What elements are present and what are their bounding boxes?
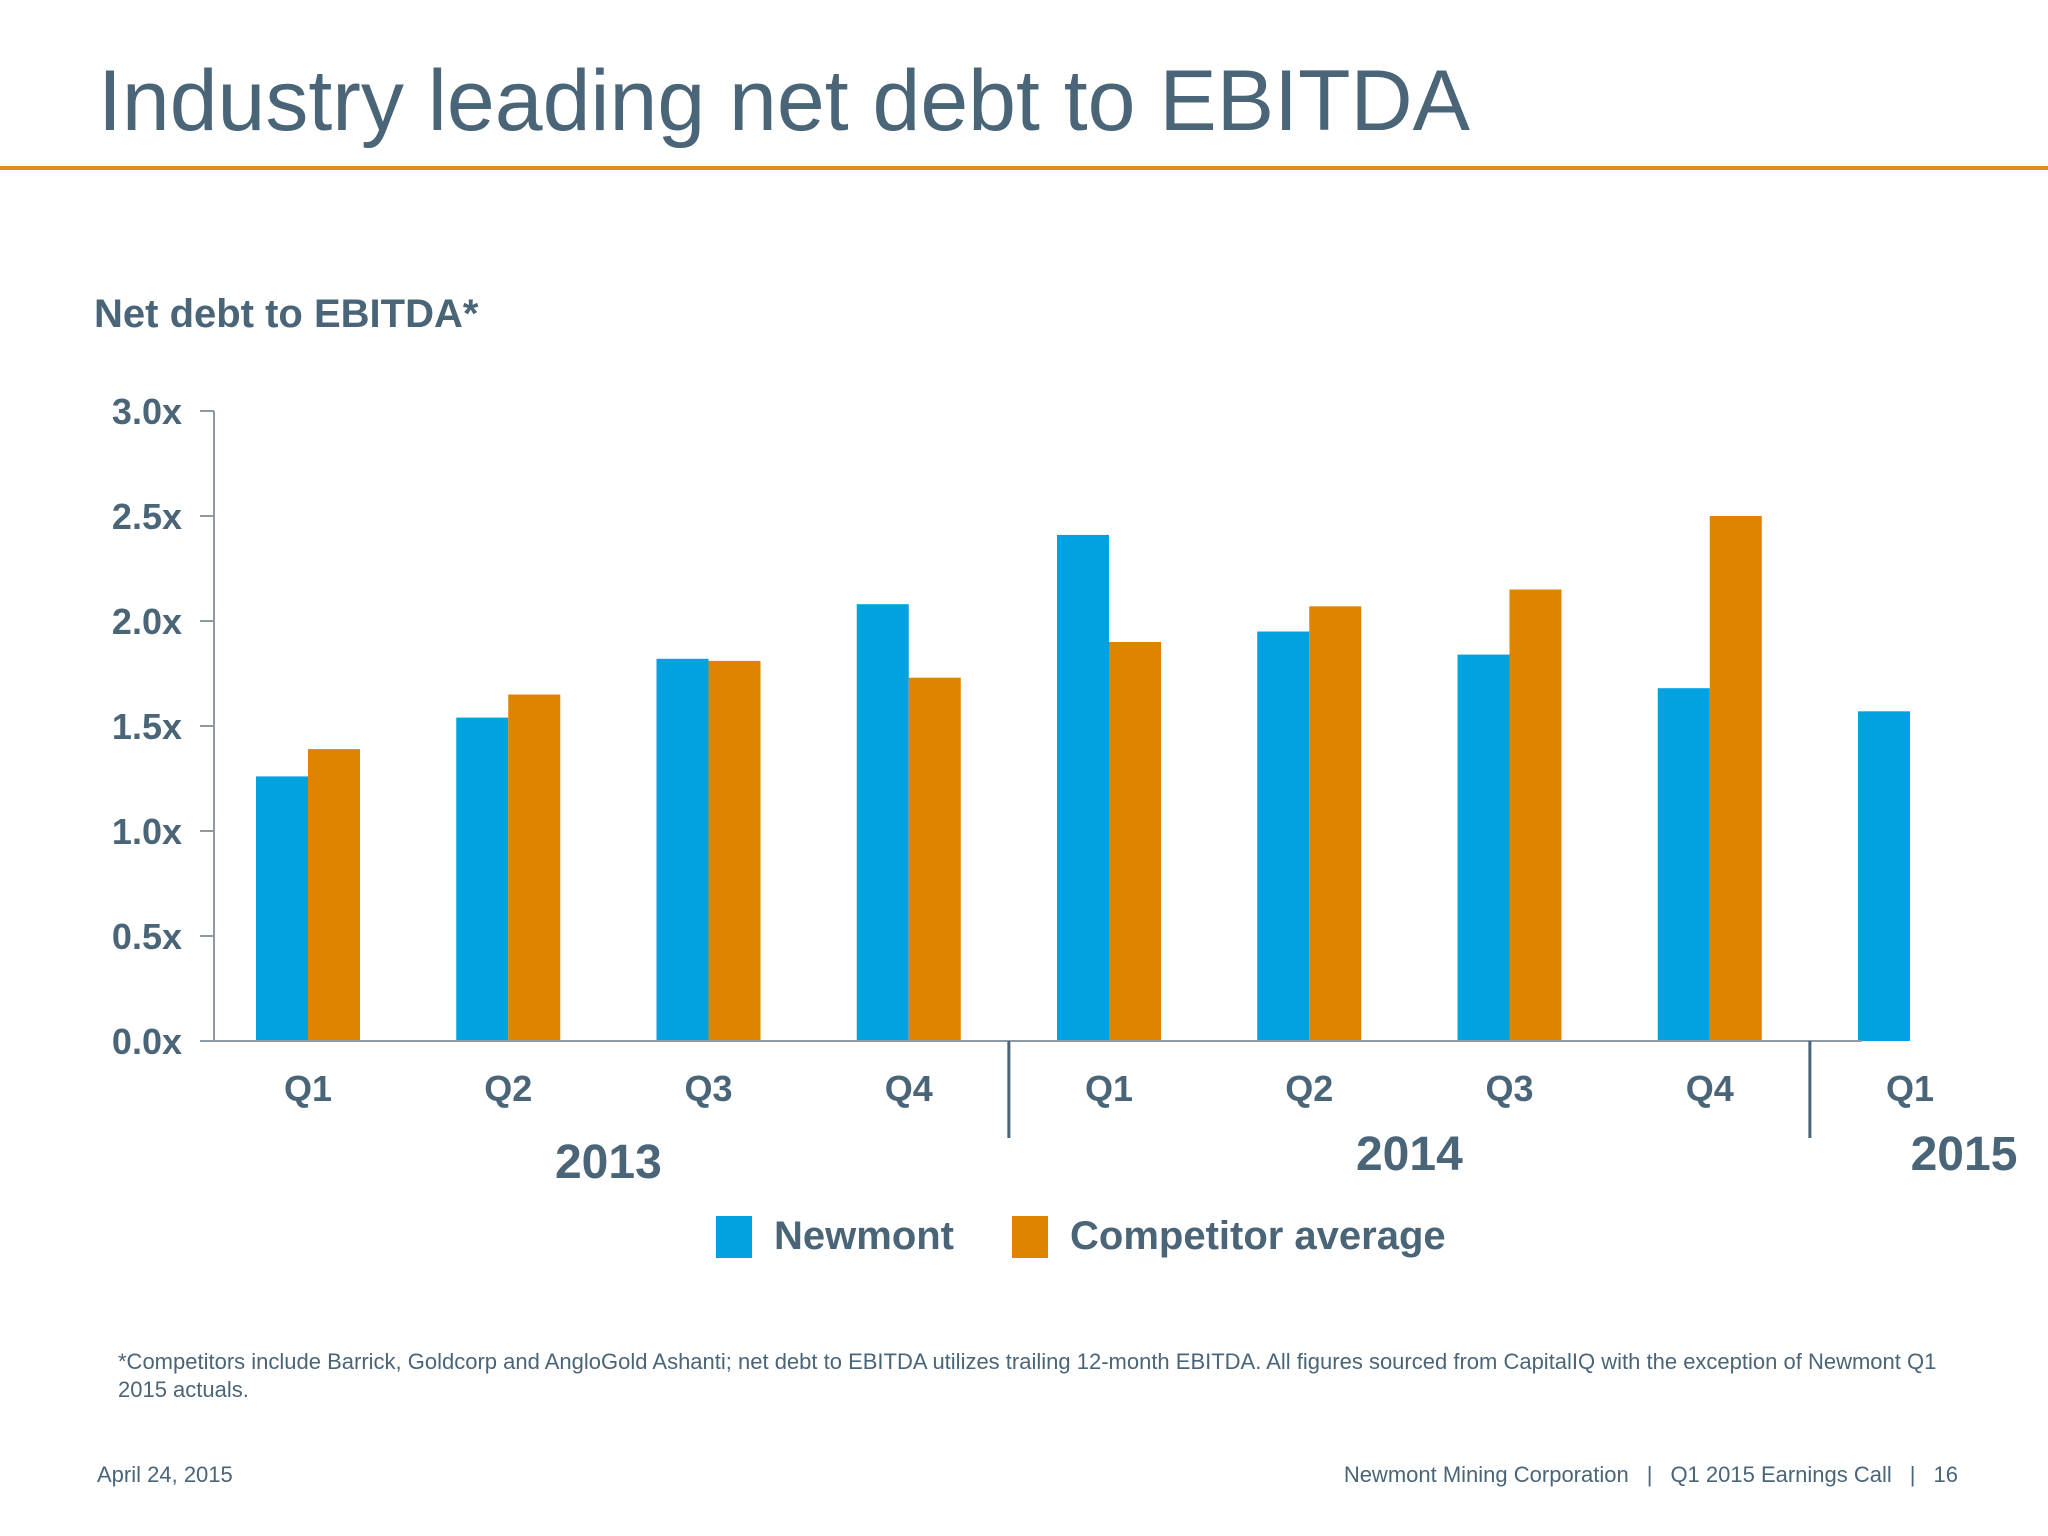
footer-date: April 24, 2015 [97,1462,233,1487]
bar-newmont [1457,654,1510,1041]
x-tick-label: Q2 [484,1068,532,1109]
legend-item-competitor: Competitor average [1012,1214,1446,1259]
y-tick-label: 2.5x [112,496,182,537]
chart-title: Net debt to EBITDA* [94,292,479,336]
year-label: 2015 [1911,1128,2018,1181]
x-tick-label: Q4 [1686,1068,1734,1109]
bar-newmont [1858,711,1910,1041]
legend-swatch-newmont [716,1215,752,1258]
year-label: 2013 [555,1136,662,1189]
bar-newmont [856,604,909,1041]
bar-competitor [1709,516,1762,1041]
y-tick-label: 3.0x [112,391,182,432]
bar-competitor [708,660,761,1041]
bar-newmont [1057,534,1109,1041]
title-rule [0,166,2048,170]
footer-info: Newmont Mining Corporation | Q1 2015 Earni… [1344,1462,1958,1488]
y-tick-label: 1.5x [112,706,182,747]
y-tick-label: 0.0x [112,1021,182,1062]
y-tick-label: 1.0x [112,811,182,852]
footer-separator: | [1909,1462,1916,1487]
footer-company: Newmont Mining Corporation [1343,1462,1629,1487]
x-tick-label: Q4 [885,1068,933,1109]
bar-newmont [656,658,709,1041]
footnote: *Competitors include Barrick, Goldcorp a… [118,1349,1937,1402]
bar-newmont [1657,688,1710,1041]
slide-title: Industry leading net debt to EBITDA [98,53,1471,149]
bar-newmont [1257,631,1310,1041]
bar-newmont [456,717,509,1041]
bar-competitor [1109,642,1161,1041]
x-tick-label: Q3 [1485,1068,1533,1109]
legend-item-newmont: Newmont [716,1214,954,1259]
bar-competitor [908,677,961,1041]
year-label: 2014 [1356,1128,1463,1181]
x-tick-label: Q3 [684,1068,732,1109]
y-tick-label: 2.0x [112,601,182,642]
x-tick-label: Q1 [284,1068,332,1109]
legend-label-competitor: Competitor average [1070,1214,1446,1258]
bar-competitor [1309,606,1362,1041]
bar-newmont [256,776,308,1041]
bar-competitor [1509,589,1562,1041]
x-tick-label: Q1 [1886,1068,1934,1109]
x-tick-label: Q2 [1285,1068,1333,1109]
bar-competitor [308,749,360,1041]
y-tick-label: 0.5x [112,916,182,957]
footer-separator: | [1646,1462,1653,1487]
chart-legend: Newmont Competitor average [716,1214,1504,1259]
footer-event: Q1 2015 Earnings Call [1670,1462,1892,1487]
legend-swatch-competitor [1012,1215,1048,1258]
footer-page-number: 16 [1933,1462,1958,1487]
x-tick-label: Q1 [1085,1068,1133,1109]
bar-competitor [508,694,561,1041]
legend-label-newmont: Newmont [774,1214,954,1258]
